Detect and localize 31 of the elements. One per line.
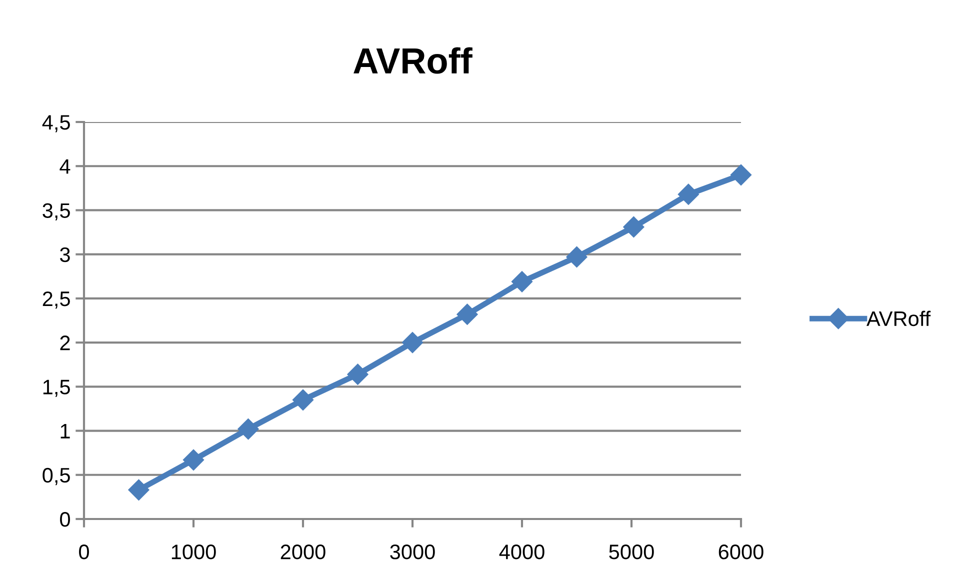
y-tick-label: 0: [60, 512, 70, 527]
legend-label: AVRoff: [866, 310, 931, 326]
point: [347, 364, 368, 385]
y-tick-label: 4: [60, 159, 70, 174]
point: [730, 164, 752, 186]
y-tick-label: 2,5: [42, 291, 70, 309]
point: [292, 389, 314, 410]
y-tick-label: 2: [60, 336, 70, 350]
point: [678, 184, 699, 205]
y-tick-label: 0,5: [42, 468, 70, 486]
x-tick-label: 2000: [280, 544, 326, 560]
y-tick-label: 1: [60, 424, 70, 438]
y-tick-label: 1,5: [43, 380, 70, 397]
y-tick-label: 3: [60, 247, 70, 262]
point: [511, 271, 533, 292]
x-tick-label: 3000: [390, 544, 435, 560]
point: [623, 216, 644, 238]
point: [456, 304, 478, 325]
point: [128, 479, 150, 500]
x-tick-label: 5000: [609, 544, 654, 560]
y-tick-label: 4,5: [42, 115, 70, 132]
x-tick-label: 0: [79, 544, 89, 560]
point: [238, 418, 259, 440]
point: [182, 449, 204, 470]
point: [566, 246, 588, 268]
chart-title: AVRoff: [354, 47, 472, 74]
x-tick-label: 4000: [499, 544, 544, 560]
x-tick-label: 6000: [718, 544, 764, 560]
x-tick-label: 1000: [172, 544, 216, 560]
y-tick-label: 3,5: [42, 203, 70, 220]
point: [402, 332, 424, 354]
